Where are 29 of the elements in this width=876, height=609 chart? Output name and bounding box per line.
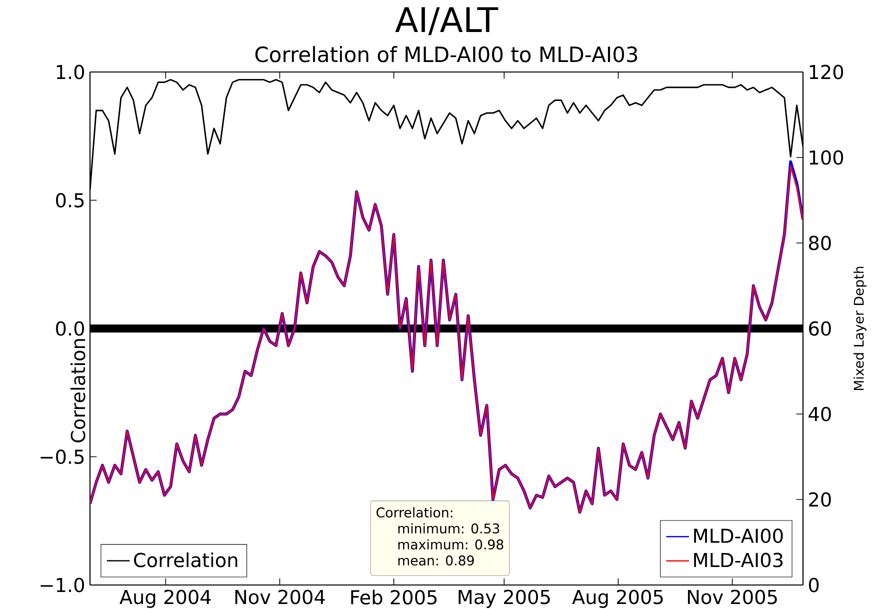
y-tick-label: 0.5 [56,192,84,208]
y2-tick-label: 120 [810,64,844,80]
y-tick-label: 0.0 [56,321,84,336]
y-tick-label: −1.0 [40,578,84,592]
x-tick-label: May 2005 [458,590,550,608]
y-tick-label: −0.5 [40,449,84,464]
y2-tick-label: 20 [809,492,831,507]
chart-subtitle: Correlation of MLD-AI00 to MLD-AI03 [255,46,638,62]
legend-label: MLD-AI03 [694,552,783,568]
y2-tick-label: 0 [808,578,819,592]
x-tick-label: Feb 2005 [351,590,437,605]
annotation: mean: 0.89 [398,555,474,566]
x-tick-label: Aug 2005 [572,590,663,608]
y-tick-label: 1.0 [56,64,84,80]
y-axis-title: Correlation [70,339,86,442]
annotation: Correlation: [376,507,452,518]
y2-tick-label: 60 [809,321,831,336]
annotation: minimum: 0.53 [398,523,500,534]
y2-tick-label: 100 [810,150,844,165]
legend-label: Correlation [134,552,238,568]
y2-axis-title: Mixed Layer Depth [853,266,866,390]
y2-tick-label: 80 [809,236,831,250]
x-tick-label: Nov 2004 [235,590,325,604]
legend-label: MLD-AI00 [694,528,783,544]
chart-title: AI/ALT [395,7,498,36]
x-tick-label: Aug 2004 [120,590,211,608]
annotation: maximum: 0.98 [398,539,504,550]
x-tick-label: Nov 2005 [688,590,777,604]
y2-tick-label: 40 [808,406,831,422]
